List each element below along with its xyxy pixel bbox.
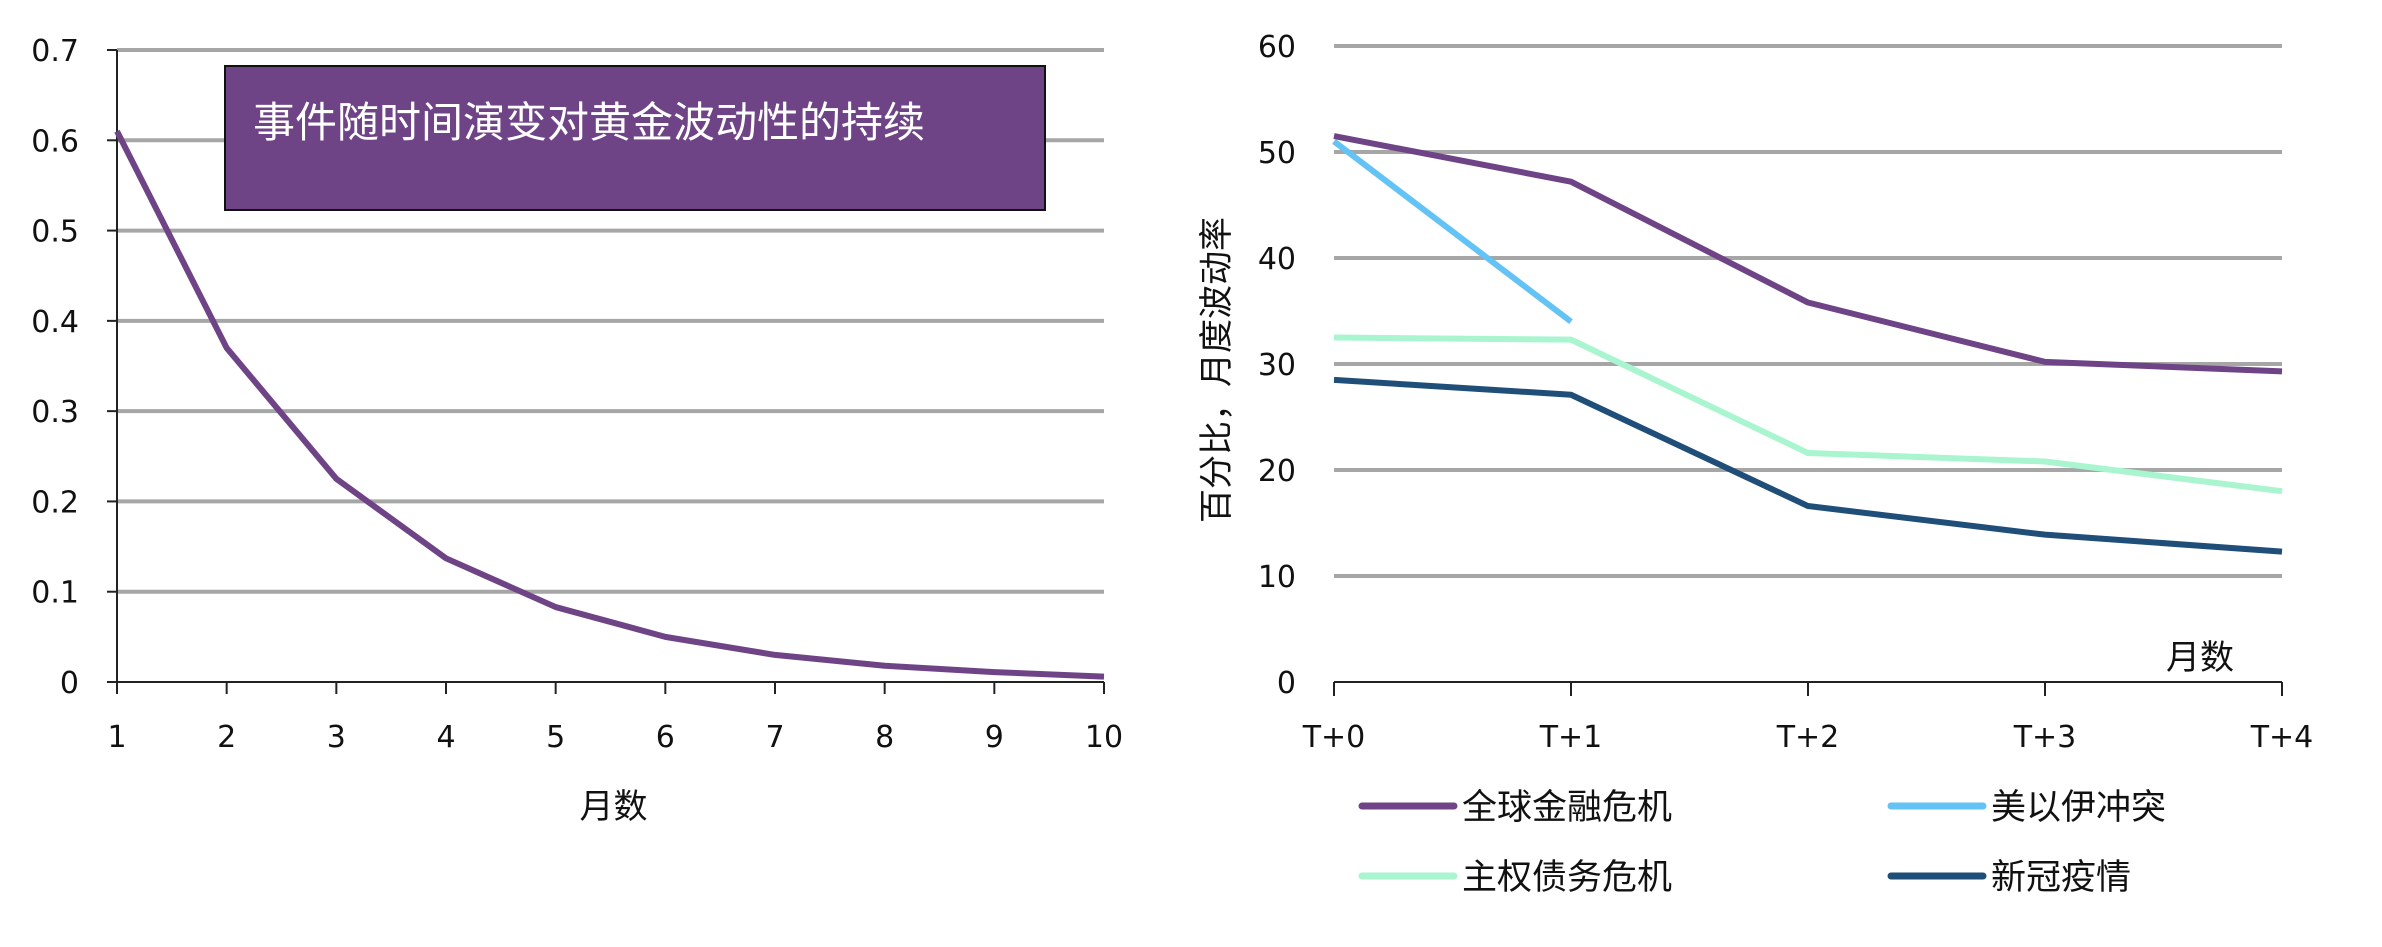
y-tick-label: 0.4 — [31, 305, 79, 340]
y-tick-label: 0.7 — [31, 34, 79, 69]
y-tick-label: 30 — [1258, 348, 1296, 383]
x-tick-label: T+2 — [1776, 720, 1840, 755]
x-tick-label: 9 — [985, 720, 1004, 755]
x-tick-label: 3 — [327, 720, 346, 755]
x-tick-label: T+0 — [1302, 720, 1366, 755]
y-tick-label: 50 — [1258, 136, 1296, 171]
y-tick-label: 40 — [1258, 242, 1296, 277]
y-tick-label: 0.1 — [31, 576, 79, 611]
x-tick-label: 2 — [217, 720, 236, 755]
y-axis-label: 百分比，月度波动率 — [1197, 217, 1237, 523]
series-line — [114, 129, 1105, 680]
right-chart: 0 10 20 30 40 50 60 T+0 T+1 T+2 T+3 T+4 月数 百分比，月度波动率全… — [1197, 30, 2313, 898]
y-tick-label: 0.3 — [31, 395, 79, 430]
x-tick-label: 1 — [107, 720, 126, 755]
y-tick-label: 10 — [1258, 560, 1296, 595]
y-tick-label: 0.2 — [31, 485, 79, 520]
x-tick-label: T+3 — [2013, 720, 2077, 755]
y-tick-label: 0.5 — [31, 215, 79, 250]
left-chart: 0 0.1 0.2 0.3 0.4 0.5 0.6 0.7 1 2 3 4 5 6 7 8 9 10 月数 事件随时间… — [31, 34, 1123, 827]
legend-label: 主权债务危机 — [1462, 858, 1672, 898]
series-line — [1332, 139, 1573, 324]
legend-label: 美以伊冲突 — [1991, 788, 2166, 828]
x-tick-label: 10 — [1085, 720, 1123, 755]
chart-title: 事件随时间演变对黄金波动性的持续 — [253, 98, 925, 147]
x-tick-label: 8 — [875, 720, 894, 755]
x-tick-label: 7 — [765, 720, 784, 755]
series-line — [1333, 376, 2283, 555]
y-tick-label: 60 — [1258, 30, 1296, 65]
y-tick-label: 0 — [1277, 666, 1296, 701]
x-tick-label: T+4 — [2250, 720, 2314, 755]
x-tick-label: 6 — [656, 720, 675, 755]
y-tick-label: 0 — [60, 666, 79, 701]
x-axis-label: 月数 — [580, 787, 648, 827]
x-tick-label: 4 — [436, 720, 455, 755]
x-tick-label: 5 — [546, 720, 565, 755]
legend-label: 新冠疫情 — [1991, 858, 2131, 898]
y-tick-label: 20 — [1258, 454, 1296, 489]
x-axis-label: 月数 — [2166, 638, 2234, 678]
title-box — [224, 65, 1046, 211]
y-tick-label: 0.6 — [31, 124, 79, 159]
x-tick-label: T+1 — [1539, 720, 1603, 755]
legend-label: 全球金融危机 — [1462, 788, 1672, 828]
